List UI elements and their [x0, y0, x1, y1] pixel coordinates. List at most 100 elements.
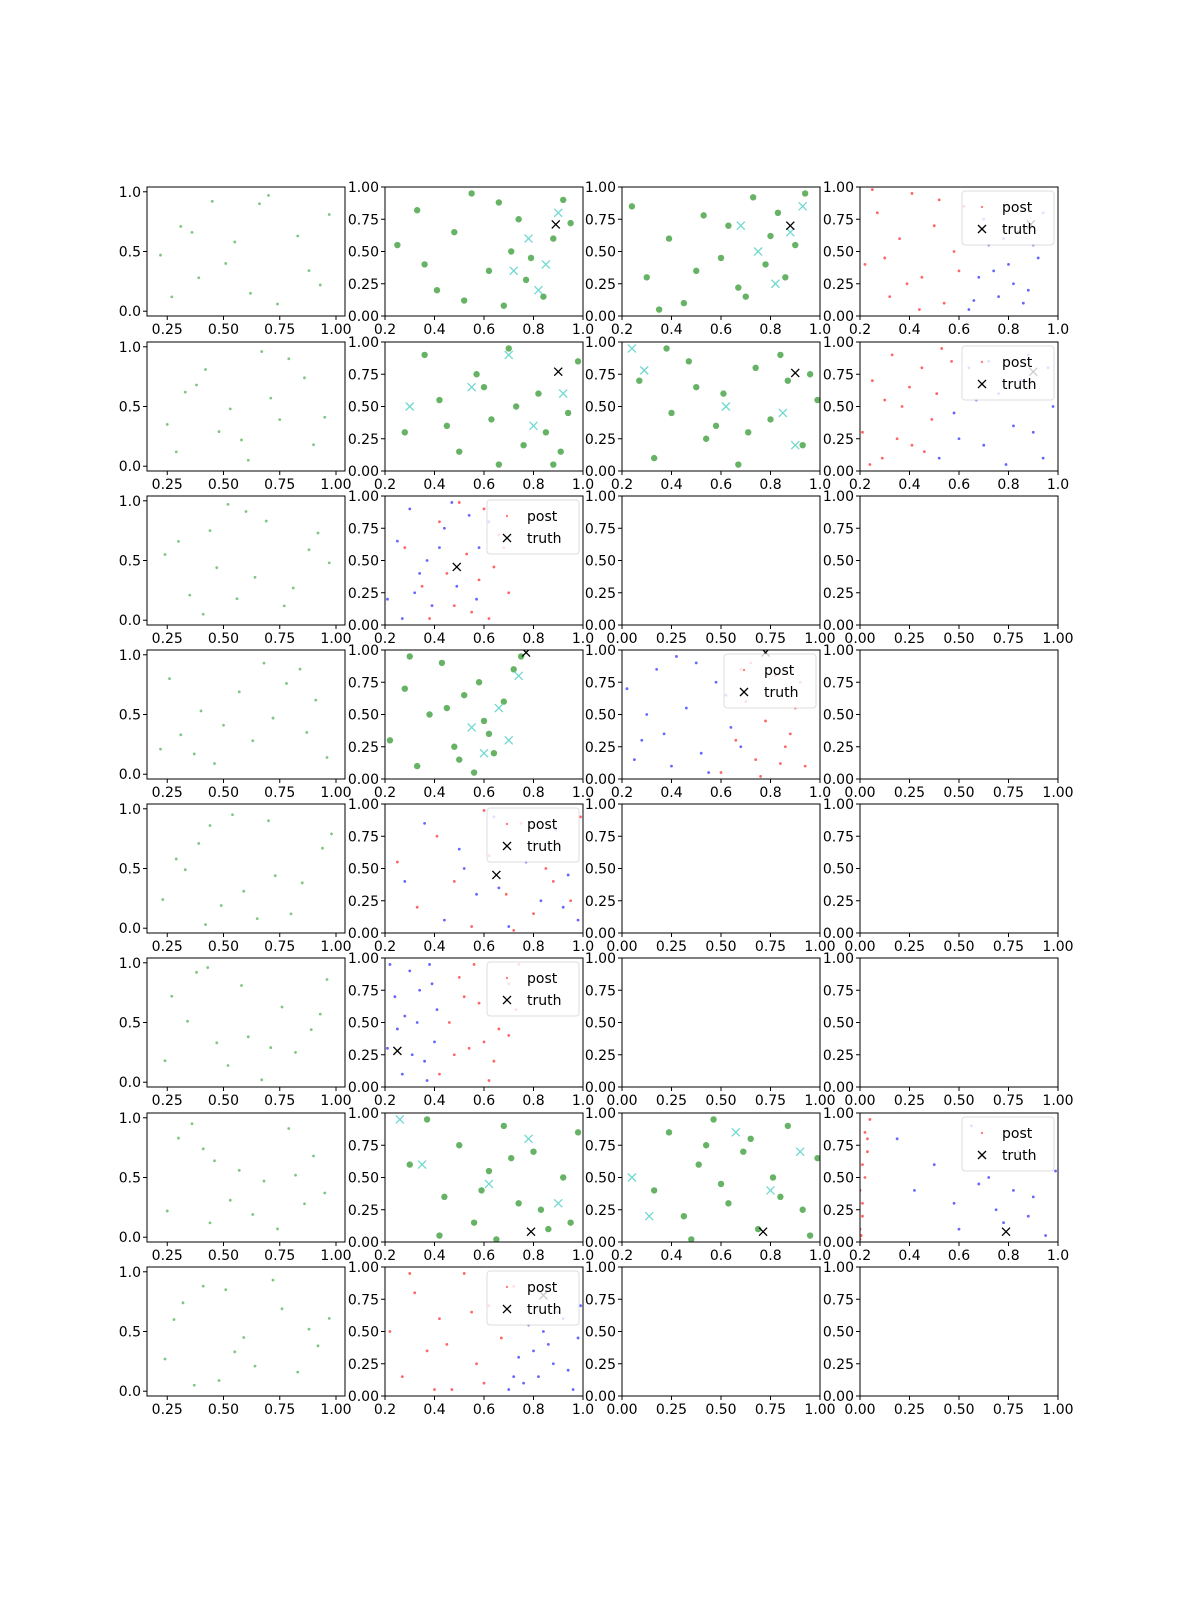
x-tick-label: 0.00	[844, 1402, 875, 1418]
point	[663, 345, 670, 352]
legend-marker	[505, 822, 509, 826]
point	[217, 430, 221, 433]
point	[316, 1344, 320, 1348]
point	[269, 1046, 273, 1049]
x-tick-label: 0.75	[264, 1093, 295, 1109]
x-marker	[452, 562, 462, 572]
legend-marker	[739, 687, 749, 697]
point	[186, 1019, 189, 1023]
y-tick-label: 0.0	[119, 767, 141, 783]
y-tick-label: 0.50	[823, 245, 854, 261]
point	[880, 456, 884, 460]
point	[183, 390, 187, 394]
x-tick-label: 0.4	[660, 477, 682, 493]
y-tick-label: 0.25	[823, 894, 854, 910]
point	[992, 269, 996, 273]
x-tick-label: 0.4	[423, 1248, 445, 1264]
point	[237, 690, 241, 694]
point	[233, 1350, 237, 1354]
y-tick-label: 0.0	[119, 1230, 141, 1246]
x-marker	[467, 722, 477, 732]
point	[278, 418, 282, 422]
point	[1054, 1169, 1057, 1173]
point	[942, 301, 946, 305]
y-tick-label: 0.00	[348, 309, 379, 325]
y-tick-label: 1.0	[119, 956, 141, 972]
point	[262, 1179, 266, 1183]
point	[508, 248, 515, 255]
x-marker	[1001, 1227, 1011, 1237]
y-tick-label: 0.75	[585, 1292, 616, 1308]
plot-area	[860, 1118, 1057, 1241]
point	[957, 1227, 961, 1231]
point	[190, 1122, 194, 1126]
point	[430, 982, 434, 986]
point	[482, 809, 486, 812]
x-tick-label: 1.00	[1042, 1402, 1073, 1418]
x-tick-label: 0.6	[473, 1093, 495, 1109]
point	[415, 1021, 419, 1024]
y-tick-label: 1.0	[119, 1111, 141, 1127]
point	[488, 416, 495, 423]
point	[495, 461, 503, 468]
axes-frame	[146, 1112, 346, 1243]
x-tick-label: 0.8	[997, 322, 1019, 338]
point	[500, 1122, 507, 1130]
point	[475, 679, 483, 686]
x-tick-label: 0.2	[849, 1248, 871, 1264]
point	[462, 867, 466, 870]
y-tick-label: 0.25	[348, 277, 379, 293]
point	[287, 1127, 291, 1130]
x-tick-label: 0.6	[710, 785, 732, 801]
x-tick-label: 0.8	[759, 322, 781, 338]
x-tick-label: 0.75	[264, 785, 295, 801]
point	[665, 235, 673, 242]
y-tick-label: 0.50	[823, 1016, 854, 1032]
y-tick-label: 1.00	[348, 797, 379, 813]
x-marker	[467, 382, 477, 392]
point	[1031, 430, 1035, 434]
point	[403, 1014, 407, 1018]
plot-area	[395, 1114, 582, 1242]
point	[217, 1379, 221, 1382]
point	[952, 1201, 956, 1205]
point	[485, 1167, 493, 1175]
y-tick-label: 1.00	[823, 180, 854, 196]
x-marker	[479, 748, 489, 758]
point	[497, 886, 501, 890]
x-tick-label: 0.25	[656, 1402, 687, 1418]
x-tick-label: 0.4	[423, 477, 445, 493]
legend-marker	[502, 1304, 512, 1314]
point	[579, 815, 582, 819]
x-tick-label: 1.00	[804, 1402, 835, 1418]
y-tick-label: 1.00	[585, 180, 616, 196]
y-tick-label: 0.50	[585, 400, 616, 416]
y-tick-label: 0.0	[119, 1075, 141, 1091]
point	[863, 1130, 867, 1134]
point	[181, 1301, 185, 1305]
y-tick-label: 0.00	[585, 926, 616, 942]
point	[323, 415, 327, 419]
point	[388, 963, 392, 966]
point	[445, 572, 449, 575]
point	[455, 584, 459, 588]
point	[240, 984, 243, 987]
point	[564, 409, 572, 417]
y-tick-label: 0.75	[585, 675, 616, 691]
point	[628, 203, 636, 210]
point	[410, 1053, 414, 1057]
x-tick-label: 0.25	[894, 1093, 925, 1109]
point	[863, 1176, 867, 1179]
x-tick-label: 0.00	[606, 1402, 637, 1418]
point	[403, 546, 407, 549]
point	[918, 308, 921, 311]
point	[905, 282, 909, 286]
x-tick-label: 1.0	[809, 1248, 831, 1264]
point	[168, 677, 171, 681]
x-tick-label: 1.00	[320, 1248, 351, 1264]
x-tick-label: 0.2	[611, 322, 633, 338]
point	[276, 302, 279, 306]
point	[560, 196, 567, 204]
x-marker	[551, 219, 561, 229]
